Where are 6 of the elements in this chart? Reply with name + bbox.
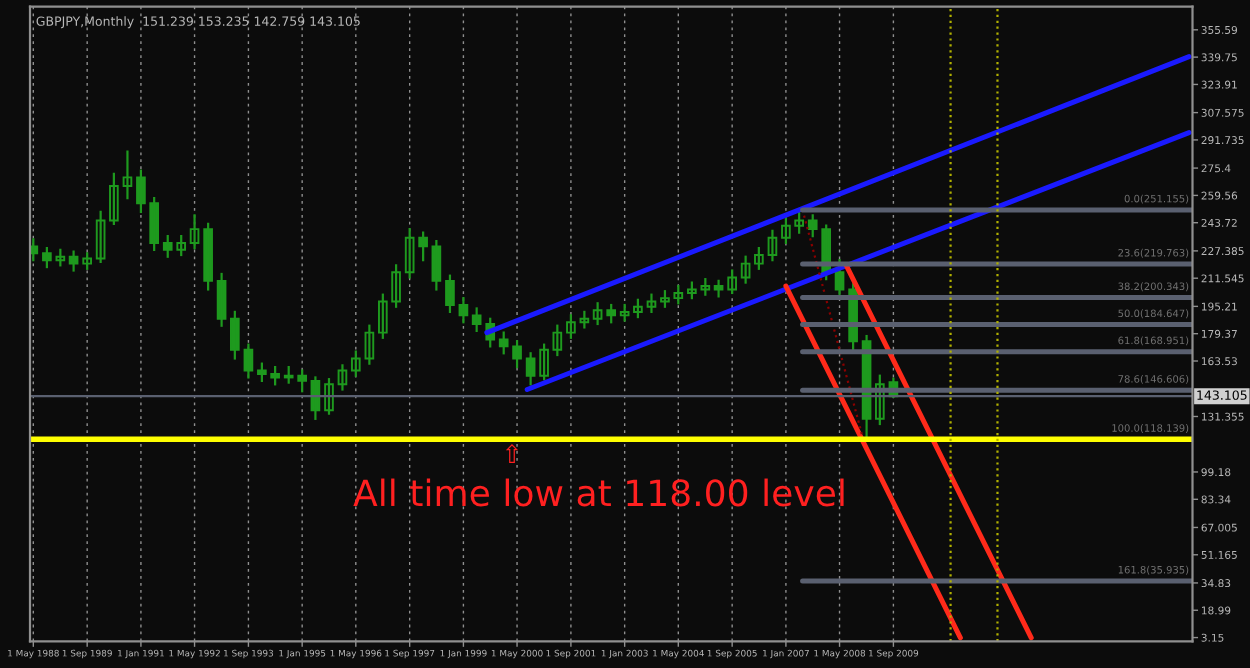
candlestick [82, 252, 92, 270]
candlestick [350, 350, 361, 377]
candlestick [754, 246, 764, 270]
annotation: All time low at 118.00 level [353, 478, 844, 507]
candlestick [566, 314, 576, 339]
annotation: ⇧ [505, 444, 519, 463]
